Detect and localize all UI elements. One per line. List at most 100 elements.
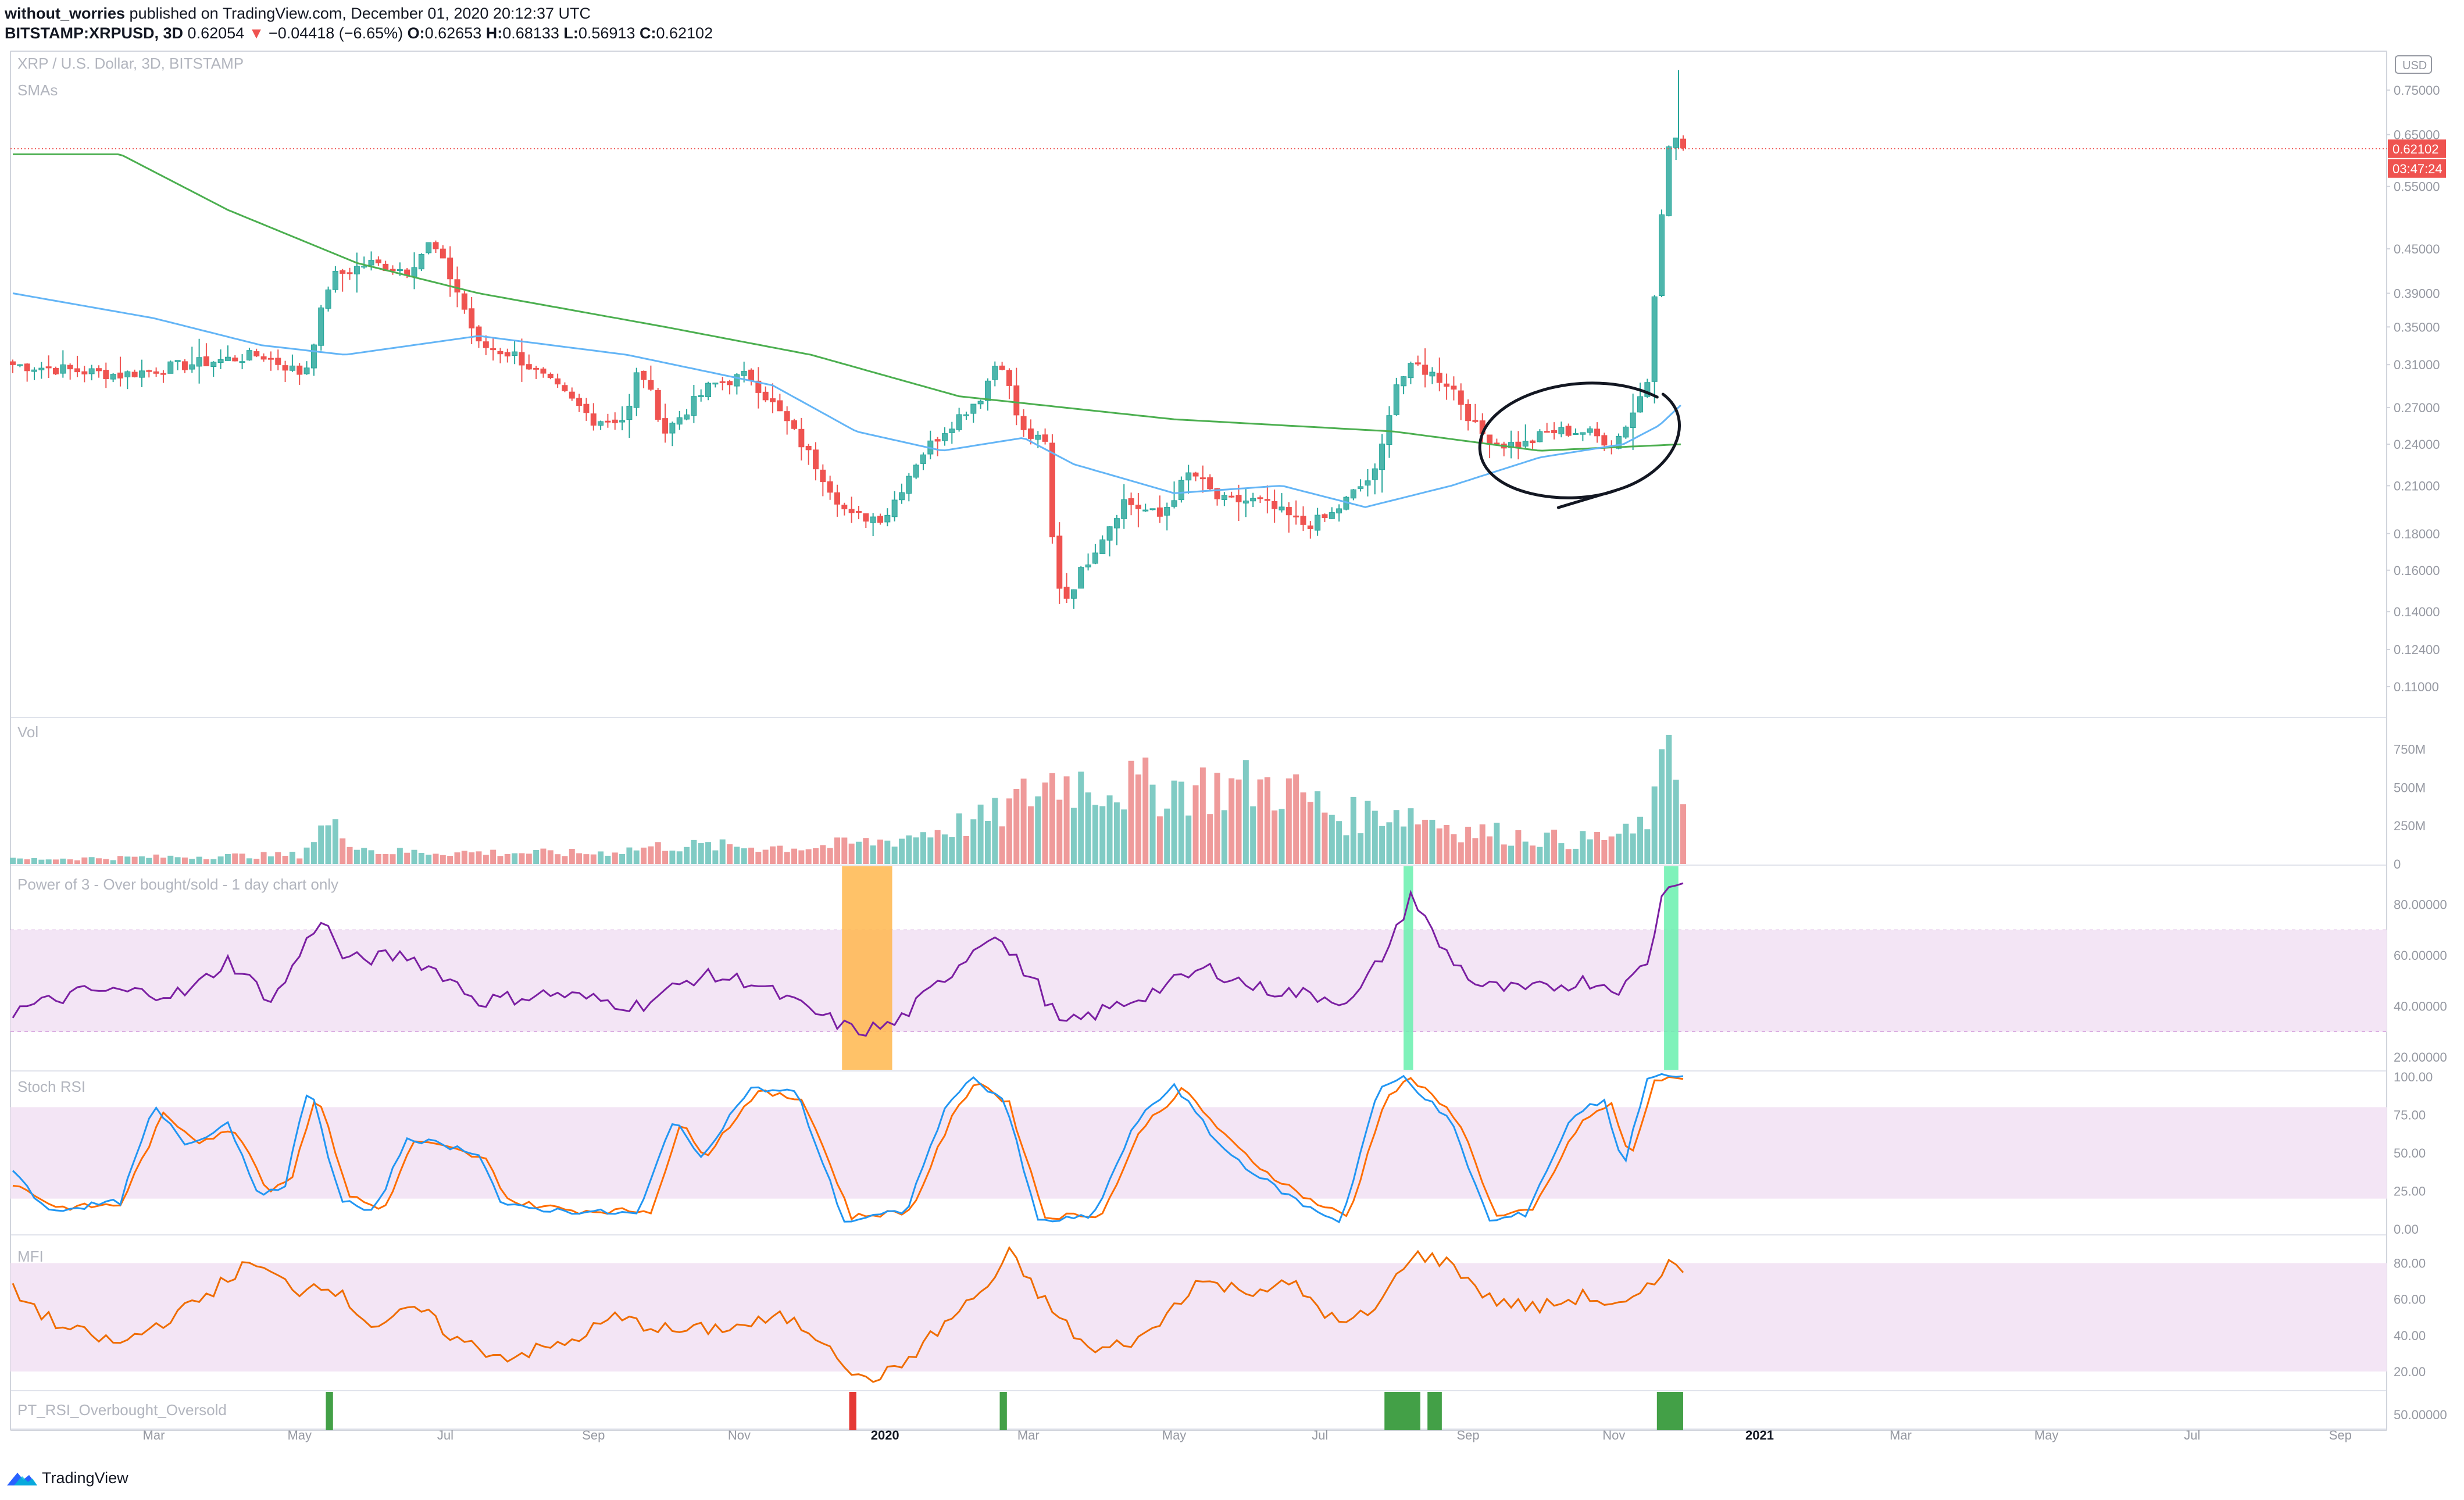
volume-bar [1070, 808, 1077, 864]
candle-body [1221, 495, 1227, 500]
stochrsi-tick-0: 100.00 [2394, 1070, 2433, 1084]
candle-body [110, 374, 116, 380]
candle-body [1164, 506, 1170, 516]
candle-body [1551, 430, 1558, 433]
volume-bar [827, 848, 833, 864]
volume-bar [898, 838, 905, 864]
volume-bar [999, 826, 1005, 864]
candle-body [1315, 515, 1321, 531]
candle-body [1565, 426, 1572, 436]
candle-body [1444, 383, 1450, 387]
candle-body [1515, 441, 1522, 448]
volume-bar [1293, 774, 1299, 864]
candle-body [67, 365, 73, 370]
candle-body [662, 418, 669, 434]
volume-bar [303, 847, 310, 864]
candle-body [540, 368, 547, 374]
volume-bar [253, 858, 260, 864]
candle-body [762, 391, 769, 401]
candle-body [1336, 508, 1342, 513]
volume-bar [497, 856, 503, 864]
volume-bar [1214, 773, 1220, 864]
candle-body [1250, 498, 1256, 502]
volume-bar [404, 852, 410, 864]
candle-body [447, 258, 453, 280]
volume-bar [519, 853, 525, 864]
volume-bar [855, 841, 862, 864]
volume-bar [110, 860, 116, 864]
candle-body [260, 356, 267, 360]
candle-body [1458, 390, 1464, 405]
down-arrow-icon: ▼ [248, 24, 265, 42]
volume-bar [1666, 734, 1672, 864]
volume-bar [31, 858, 37, 864]
candle-body [1408, 363, 1414, 378]
candle-body [1013, 385, 1020, 416]
volume-bar [963, 835, 969, 864]
candle-body [1573, 433, 1579, 435]
candle-body [1494, 442, 1500, 445]
time-tick-5: 2020 [871, 1428, 899, 1442]
candle-body [1279, 506, 1285, 510]
volume-bar [1465, 826, 1472, 864]
candle-body [210, 362, 217, 367]
candle-body [1637, 396, 1644, 413]
price-tick-3: 0.45000 [2394, 242, 2440, 256]
ptrsi-bar-3 [1384, 1392, 1420, 1430]
candle-body [1106, 526, 1113, 541]
candle-body [1379, 444, 1385, 470]
volume-bar [941, 834, 948, 864]
volume-bar [1365, 801, 1371, 864]
candle-body [1142, 509, 1149, 512]
candle-body [490, 348, 497, 351]
volume-bar [741, 848, 747, 864]
candle-body [1673, 137, 1679, 148]
volume-bar [863, 838, 869, 864]
stochrsi-tick-2: 50.00 [2394, 1146, 2426, 1160]
volume-bar [719, 839, 726, 864]
volume-bar [906, 835, 912, 864]
tradingview-logo-icon [7, 1473, 37, 1485]
candle-body [124, 371, 131, 377]
volume-bar [992, 798, 998, 864]
candle-body [275, 358, 281, 365]
candle-body [189, 364, 195, 370]
candle-body [1185, 472, 1192, 481]
candle-body [239, 361, 245, 363]
volume-bar [490, 849, 497, 864]
candle-body [353, 266, 360, 274]
candle-body [992, 366, 998, 380]
time-tick-7: May [1162, 1428, 1187, 1442]
author-name[interactable]: without_worries [5, 5, 126, 22]
volume-bar [383, 853, 389, 864]
time-tick-9: Sep [1457, 1428, 1480, 1442]
candle-body [605, 420, 611, 423]
mfi-band [10, 1263, 2387, 1372]
stochrsi-tick-4: 0.00 [2394, 1222, 2419, 1237]
candle-body [1285, 507, 1292, 516]
tradingview-footer[interactable]: TradingView [6, 1468, 128, 1488]
volume-bar [1436, 828, 1442, 864]
candle-body [512, 351, 518, 356]
candle-body [827, 481, 833, 493]
volume-bar [17, 858, 23, 864]
candle-body [88, 368, 95, 374]
candle-body [963, 414, 969, 416]
candle-body [855, 511, 862, 513]
volume-bar [884, 840, 891, 864]
candle-body [181, 361, 188, 370]
volume-bar [1350, 797, 1356, 864]
volume-bar [791, 848, 798, 864]
volume-bar [174, 857, 181, 864]
candle-body [1616, 435, 1622, 449]
volume-bar [1078, 772, 1084, 864]
volume-bar [1006, 798, 1012, 864]
volume-bar [562, 856, 568, 864]
candle-body [411, 267, 417, 277]
volume-bar [1149, 784, 1156, 864]
volume-tick-3: 0 [2394, 857, 2401, 872]
candle-body [476, 326, 482, 342]
volume-bar [189, 859, 195, 864]
last-value: 0.62054 [187, 24, 245, 42]
